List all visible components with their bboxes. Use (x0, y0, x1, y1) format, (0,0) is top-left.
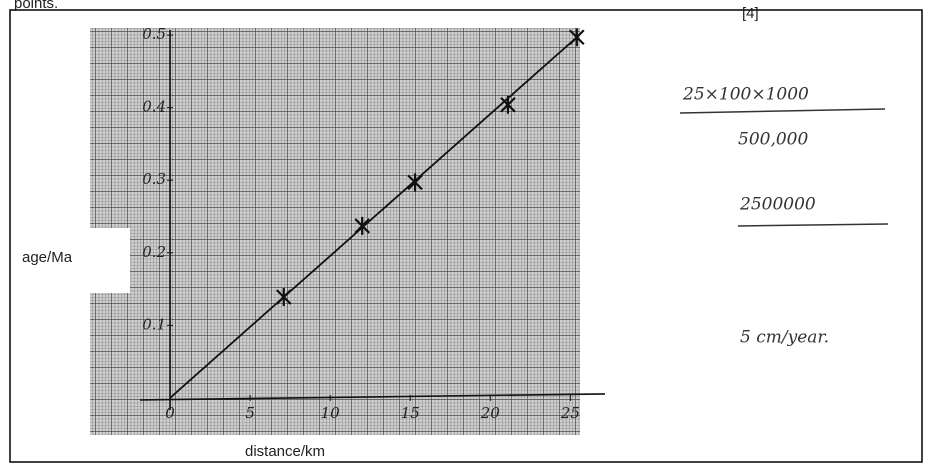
handwritten-note: 25×100×1000 (682, 85, 809, 105)
x-tick-label: 5 (245, 404, 255, 422)
x-tick-label: 10 (321, 404, 341, 422)
underline (738, 224, 888, 226)
paper-grid (90, 28, 580, 228)
handwritten-note: 5 cm/year. (740, 328, 829, 348)
y-tick-label: 0.4 (142, 98, 166, 116)
y-axis-label: age/Ma (22, 249, 73, 266)
handwritten-note: 2500000 (739, 195, 816, 215)
x-axis-label: distance/km (245, 443, 325, 460)
fragment-text: points. (14, 0, 58, 12)
y-tick-label: 0.5 (142, 25, 166, 43)
x-tick-label: 25 (560, 404, 580, 422)
graph-paper (90, 28, 580, 435)
page: points. [4] age/Ma distance/km 0 5 10 15 20 2… (0, 0, 931, 468)
x-tick-label: 15 (401, 404, 420, 422)
y-tick-label: 0.1 (142, 315, 166, 333)
y-tick-label: 0.3 (142, 170, 166, 188)
y-tick-label: 0.2 (142, 243, 166, 261)
x-tick-label: 20 (480, 404, 501, 422)
x-tick-label: 0 (165, 404, 175, 422)
underline (680, 109, 885, 113)
marks-text: [4] (742, 5, 759, 22)
paper-grid (130, 228, 580, 293)
handwritten-note: 500,000 (738, 130, 808, 150)
